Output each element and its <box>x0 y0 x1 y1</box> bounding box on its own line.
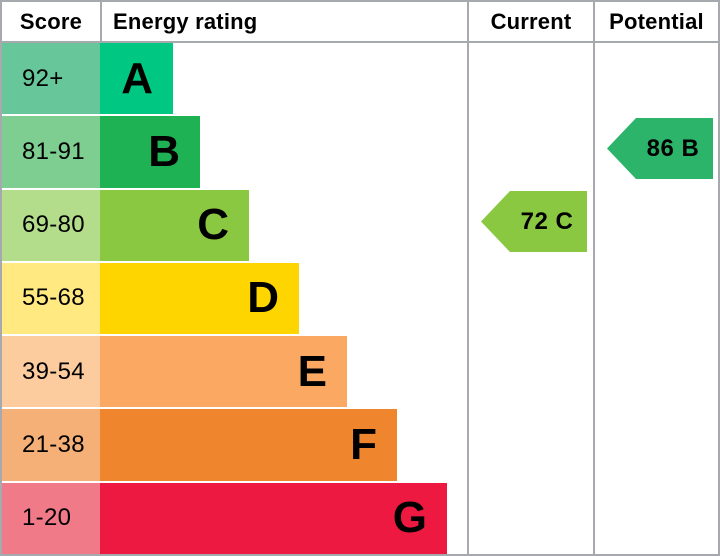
header-potential: Potential <box>609 8 704 34</box>
band-score-range: 39-54 <box>2 336 100 408</box>
band-letter: F <box>350 420 377 470</box>
header-score: Score <box>19 8 83 34</box>
current-column: Current <box>467 2 593 554</box>
header-energy-rating: Energy rating <box>100 2 467 41</box>
current-rating-arrow: 72 C <box>481 191 587 252</box>
header-row: Score Energy rating <box>2 2 718 43</box>
band-score-range: 92+ <box>2 43 100 115</box>
band-row: 81-91 B <box>2 114 467 188</box>
potential-rating-label: 86 B <box>646 134 700 162</box>
band-bar: E <box>100 336 347 408</box>
header-current: Current <box>490 8 572 34</box>
band-row: 69-80 C <box>2 187 467 261</box>
band-score-range: 1-20 <box>2 482 100 554</box>
band-score-range: 55-68 <box>2 262 100 335</box>
band-bar: A <box>100 43 173 115</box>
band-letter: B <box>148 126 180 176</box>
band-letter: C <box>197 200 229 250</box>
band-letter: G <box>392 493 427 543</box>
band-row: 39-54 E <box>2 334 467 408</box>
band-bar: G <box>100 482 447 554</box>
band-bar: D <box>100 262 299 335</box>
band-row: 1-20 G <box>2 480 467 554</box>
band-score-range: 69-80 <box>2 189 100 261</box>
band-letter: E <box>297 346 327 396</box>
band-row: 21-38 F <box>2 407 467 481</box>
band-bar: B <box>100 116 200 188</box>
band-letter: D <box>247 273 279 323</box>
current-rating-label: 72 C <box>520 207 574 235</box>
band-bar: C <box>100 189 249 261</box>
band-row: 92+ A <box>2 43 467 115</box>
bands-area: 92+ A 81-91 B 69-80 C 55-68 D 39-54 E 21… <box>2 43 467 554</box>
band-score-range: 81-91 <box>2 116 100 188</box>
band-bar: F <box>100 409 397 481</box>
band-row: 55-68 D <box>2 260 467 335</box>
band-letter: A <box>121 53 153 103</box>
band-score-range: 21-38 <box>2 409 100 481</box>
potential-column: Potential <box>593 2 718 554</box>
